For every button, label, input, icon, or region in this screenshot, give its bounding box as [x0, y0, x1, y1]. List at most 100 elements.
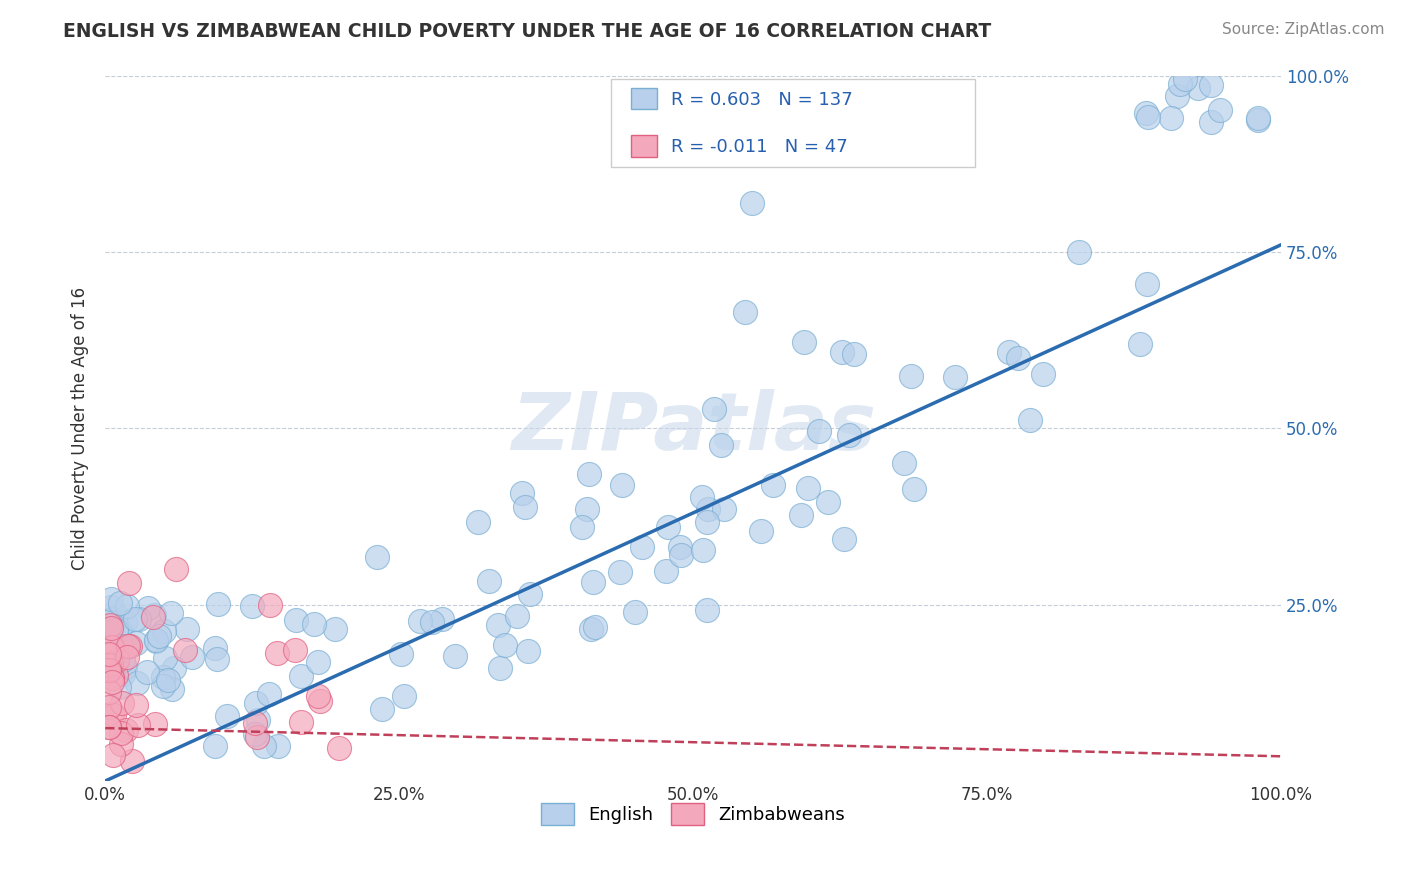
- Point: [494, 638, 516, 652]
- Point: [703, 402, 725, 417]
- Point: [165, 562, 187, 576]
- Point: [517, 643, 540, 657]
- Point: [900, 368, 922, 383]
- Point: [690, 490, 713, 504]
- Point: [1246, 111, 1268, 125]
- Point: [103, 657, 125, 672]
- Point: [100, 656, 122, 670]
- Point: [267, 739, 290, 753]
- Point: [631, 540, 654, 554]
- Bar: [631, 136, 657, 157]
- Point: [136, 601, 159, 615]
- Point: [578, 467, 600, 481]
- Point: [671, 548, 693, 562]
- Point: [204, 739, 226, 753]
- Point: [98, 618, 121, 632]
- Point: [111, 696, 134, 710]
- Point: [609, 565, 631, 579]
- Point: [148, 629, 170, 643]
- Point: [1166, 88, 1188, 103]
- Point: [97, 684, 120, 698]
- Point: [118, 576, 141, 591]
- Point: [808, 424, 831, 438]
- Point: [125, 636, 148, 650]
- Point: [98, 658, 121, 673]
- Point: [217, 709, 239, 723]
- Point: [243, 727, 266, 741]
- Point: [1201, 78, 1223, 92]
- Point: [1168, 77, 1191, 91]
- Point: [143, 716, 166, 731]
- Point: [100, 667, 122, 681]
- Point: [110, 726, 132, 740]
- Point: [176, 622, 198, 636]
- Point: [1137, 110, 1160, 124]
- Point: [903, 482, 925, 496]
- Point: [308, 694, 330, 708]
- Point: [105, 653, 128, 667]
- Point: [101, 748, 124, 763]
- Point: [118, 639, 141, 653]
- Point: [107, 610, 129, 624]
- Point: [142, 610, 165, 624]
- Point: [366, 550, 388, 565]
- Point: [115, 723, 138, 738]
- Point: [389, 647, 412, 661]
- Point: [124, 612, 146, 626]
- FancyBboxPatch shape: [610, 79, 976, 167]
- Bar: [631, 88, 657, 110]
- Point: [100, 640, 122, 655]
- Point: [409, 614, 432, 628]
- Point: [734, 305, 756, 319]
- Point: [101, 611, 124, 625]
- Point: [97, 647, 120, 661]
- Point: [160, 681, 183, 696]
- Point: [1136, 277, 1159, 291]
- Point: [257, 687, 280, 701]
- Point: [135, 665, 157, 679]
- Point: [789, 508, 811, 523]
- Point: [100, 632, 122, 647]
- Point: [246, 730, 269, 744]
- Point: [713, 502, 735, 516]
- Text: R = 0.603   N = 137: R = 0.603 N = 137: [671, 90, 852, 109]
- Point: [110, 596, 132, 610]
- Point: [117, 639, 139, 653]
- Point: [100, 599, 122, 614]
- Point: [1187, 81, 1209, 95]
- Point: [266, 646, 288, 660]
- Point: [103, 708, 125, 723]
- Point: [576, 501, 599, 516]
- Point: [112, 667, 135, 681]
- Point: [443, 649, 465, 664]
- Point: [696, 603, 718, 617]
- Point: [749, 524, 772, 538]
- Point: [800, 132, 823, 146]
- Point: [152, 679, 174, 693]
- Point: [115, 639, 138, 653]
- Point: [97, 663, 120, 677]
- Point: [430, 612, 453, 626]
- Point: [108, 623, 131, 637]
- Point: [104, 623, 127, 637]
- Point: [1129, 336, 1152, 351]
- Point: [174, 643, 197, 657]
- Point: [1208, 103, 1230, 117]
- Point: [207, 652, 229, 666]
- Point: [112, 652, 135, 666]
- Point: [1032, 367, 1054, 381]
- Point: [125, 698, 148, 713]
- Point: [114, 659, 136, 673]
- Point: [153, 624, 176, 638]
- Point: [797, 481, 820, 495]
- Point: [159, 606, 181, 620]
- Point: [710, 437, 733, 451]
- Point: [420, 615, 443, 629]
- Point: [817, 495, 839, 509]
- Point: [207, 597, 229, 611]
- Point: [328, 741, 350, 756]
- Point: [1135, 106, 1157, 120]
- Point: [127, 676, 149, 690]
- Point: [1199, 114, 1222, 128]
- Point: [100, 591, 122, 606]
